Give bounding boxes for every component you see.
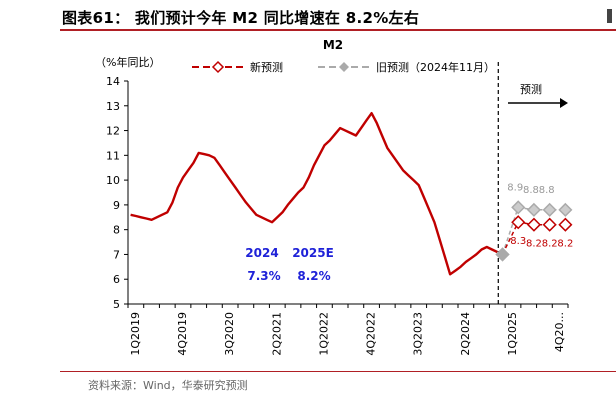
next-figure-edge: [607, 9, 612, 23]
x-tick-label: 4Q20...: [553, 312, 566, 352]
annotation-value-2024: 7.3%: [247, 269, 280, 283]
y-tick-label: 5: [113, 298, 120, 311]
m2-actual-line: [130, 112, 498, 276]
old-forecast-marker: [526, 202, 542, 217]
forecast-label: 预测: [520, 83, 542, 96]
chart-title: M2: [323, 38, 343, 52]
x-tick-label: 2Q2024: [459, 312, 472, 356]
old-forecast-marker: [558, 202, 573, 217]
y-tick-label: 7: [113, 248, 120, 261]
old-forecast-marker: [542, 202, 557, 217]
old-forecast-value-label: 8.8: [539, 185, 555, 196]
old-forecast-value-label: 8.9: [507, 182, 523, 193]
new-forecast-value-label: 8.2: [542, 239, 558, 250]
old-forecast-value-label: 8.8: [523, 185, 539, 196]
new-forecast-marker: [495, 247, 510, 262]
source-rule: [60, 371, 616, 372]
y-tick-label: 13: [106, 100, 120, 113]
new-forecast-marker: [511, 215, 526, 230]
old-forecast-marker: [511, 200, 526, 215]
new-forecast-marker: [542, 217, 557, 232]
m2-chart: M2 （%年同比） 新预测 旧预测（2024年11月） 5 6 7 8 9 10 11 12 1…: [95, 38, 573, 356]
y-axis-label: （%年同比）: [95, 55, 160, 69]
new-forecast-marker: [526, 217, 542, 232]
legend-old-label: 旧预测（2024年11月）: [376, 60, 495, 74]
y-tick-label: 10: [106, 174, 120, 187]
legend-old-marker: [339, 62, 349, 72]
y-tick-label: 11: [106, 149, 120, 162]
x-tick-label: 1Q2022: [317, 312, 330, 356]
title-rule: [60, 29, 616, 31]
y-tick-label: 14: [106, 75, 120, 88]
x-tick-label: 2Q2021: [270, 312, 283, 356]
x-tick-label: 3Q2020: [223, 312, 236, 356]
y-tick-label: 6: [113, 273, 120, 286]
annotation-year-2025e: 2025E: [292, 246, 334, 260]
forecast-arrow-head: [560, 98, 568, 108]
x-tick-label: 1Q2019: [129, 312, 142, 356]
new-forecast-marker: [558, 217, 573, 232]
new-forecast-value-label: 8.2: [557, 239, 573, 250]
legend-new-marker: [211, 60, 225, 74]
annotation-year-2024: 2024: [245, 246, 278, 260]
x-tick-label: 1Q2025: [506, 312, 519, 356]
y-tick-label: 8: [113, 224, 120, 237]
legend: 新预测 旧预测（2024年11月）: [192, 60, 495, 74]
new-forecast-value-label: 8.3: [510, 236, 526, 247]
x-tick-label: 4Q2019: [176, 312, 189, 356]
y-tick-label: 9: [113, 199, 120, 212]
x-tick-label: 4Q2022: [365, 312, 378, 356]
figure-title: 图表61： 我们预计今年 M2 同比增速在 8.2%左右: [62, 9, 420, 27]
new-forecast-value-label: 8.2: [526, 239, 542, 250]
y-tick-label: 12: [106, 125, 120, 138]
x-tick-label: 3Q2023: [412, 312, 425, 356]
source-note: 资料来源：Wind，华泰研究预测: [88, 379, 248, 392]
legend-new-label: 新预测: [250, 60, 283, 74]
annotation-value-2025e: 8.2%: [297, 269, 330, 283]
